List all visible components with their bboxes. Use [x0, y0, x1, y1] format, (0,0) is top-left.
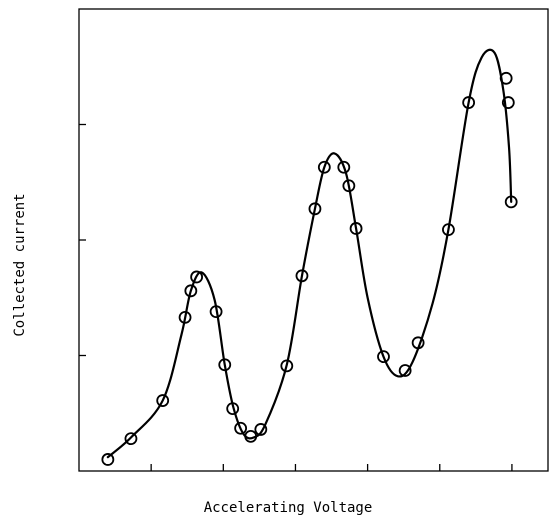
plot-frame: [78, 8, 549, 472]
data-point: [504, 195, 518, 209]
data-point: [442, 223, 455, 237]
data-point: [234, 421, 248, 435]
x-axis-title: Accelerating Voltage: [204, 500, 373, 516]
data-point: [342, 179, 356, 193]
data-point: [501, 96, 515, 109]
data-point: [337, 160, 351, 174]
y-axis-title: Collected current: [12, 193, 28, 336]
data-point: [499, 71, 513, 85]
data-point: [295, 269, 309, 283]
data-point: [317, 160, 331, 174]
fit-curve: [106, 48, 513, 459]
data-point: [377, 350, 390, 364]
data-point: [124, 432, 138, 446]
data-point: [184, 284, 198, 298]
data-point: [280, 359, 294, 373]
data-point: [209, 305, 223, 319]
data-point: [178, 310, 192, 324]
data-point: [101, 453, 115, 466]
data-point: [411, 336, 425, 350]
data-point: [156, 394, 170, 407]
data-point: [218, 358, 232, 372]
data-point: [226, 402, 240, 416]
data-point: [244, 429, 258, 443]
data-point: [254, 423, 268, 436]
data-point: [190, 270, 204, 284]
data-point: [349, 222, 363, 235]
data-point: [308, 202, 322, 216]
data-point: [398, 364, 412, 377]
data-point: [462, 96, 476, 109]
plot-area: [78, 8, 549, 472]
